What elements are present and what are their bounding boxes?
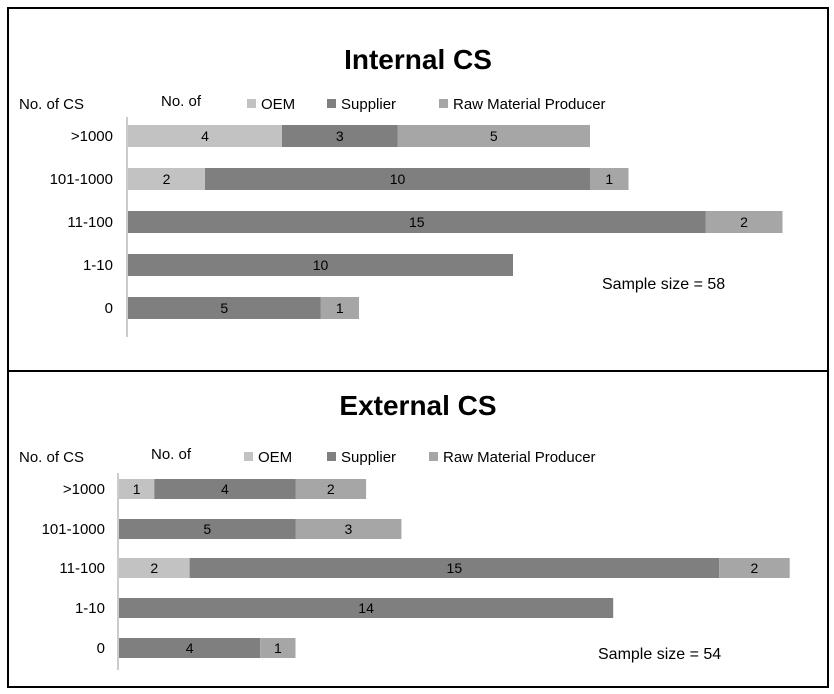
bar-raw-material-producer bbox=[590, 168, 629, 190]
legend-label-1: Supplier bbox=[341, 96, 396, 113]
legend-swatch-2 bbox=[439, 99, 448, 108]
bar-raw-material-producer bbox=[705, 211, 783, 233]
legend-swatch-0 bbox=[247, 99, 256, 108]
bar-supplier bbox=[128, 254, 513, 276]
bar-raw-material-producer bbox=[397, 125, 590, 147]
bar-supplier bbox=[189, 558, 720, 578]
bar-data-label: 15 bbox=[409, 214, 425, 230]
bar-supplier bbox=[128, 211, 706, 233]
category-tick-label: >1000 bbox=[71, 128, 113, 145]
category-tick-label: 101-1000 bbox=[50, 171, 113, 188]
bar-raw-material-producer bbox=[320, 297, 359, 319]
bar-raw-material-producer bbox=[295, 519, 402, 539]
legend-swatch-0 bbox=[244, 452, 253, 461]
category-tick-label: >1000 bbox=[63, 481, 105, 498]
legend-title: No. of bbox=[151, 446, 192, 463]
bar-data-label: 1 bbox=[336, 300, 344, 316]
category-tick-label: 11-100 bbox=[59, 560, 105, 577]
legend-swatch-1 bbox=[327, 452, 336, 461]
bar-supplier bbox=[119, 598, 614, 618]
bar-supplier bbox=[128, 297, 321, 319]
legend-title: No. of bbox=[161, 93, 202, 110]
bar-oem bbox=[128, 168, 205, 190]
bar-data-label: 3 bbox=[345, 521, 353, 537]
bar-oem bbox=[128, 125, 282, 147]
bar-data-label: 1 bbox=[133, 481, 141, 497]
category-tick-label: 11-100 bbox=[67, 214, 113, 231]
bar-data-label: 1 bbox=[274, 640, 282, 656]
category-tick-label: 101-1000 bbox=[42, 521, 105, 538]
bar-supplier bbox=[282, 125, 398, 147]
category-tick-label: 1-10 bbox=[75, 600, 105, 617]
bar-data-label: 10 bbox=[390, 171, 406, 187]
sample-size-annotation: Sample size = 58 bbox=[602, 276, 725, 293]
figure-frame: Internal CS No. of CS No. of OEM Supplier Raw… bbox=[7, 7, 829, 688]
bar-data-label: 2 bbox=[163, 171, 171, 187]
bar-data-label: 2 bbox=[740, 214, 748, 230]
legend-label-2: Raw Material Producer bbox=[453, 96, 606, 113]
bar-supplier bbox=[119, 638, 261, 658]
bar-supplier bbox=[154, 479, 296, 499]
bar-raw-material-producer bbox=[719, 558, 790, 578]
bar-data-label: 4 bbox=[186, 640, 194, 656]
bar-oem bbox=[119, 558, 190, 578]
internal-cs-chart: Internal CS No. of CS No. of OEM Supplier Raw… bbox=[19, 44, 783, 337]
bar-supplier bbox=[205, 168, 590, 190]
bar-raw-material-producer bbox=[295, 479, 367, 499]
bar-oem bbox=[119, 479, 155, 499]
internal-cs-panel: Internal CS No. of CS No. of OEM Supplier Raw… bbox=[9, 9, 827, 372]
bar-data-label: 2 bbox=[150, 560, 158, 576]
y-axis-label: No. of CS bbox=[19, 449, 84, 466]
category-tick-label: 0 bbox=[97, 640, 105, 657]
y-axis-label: No. of CS bbox=[19, 96, 84, 113]
legend-label-1: Supplier bbox=[341, 449, 396, 466]
category-tick-label: 1-10 bbox=[83, 257, 113, 274]
bar-data-label: 2 bbox=[751, 560, 759, 576]
bar-data-label: 2 bbox=[327, 481, 335, 497]
bar-data-label: 3 bbox=[336, 128, 344, 144]
bar-data-label: 5 bbox=[490, 128, 498, 144]
bar-raw-material-producer bbox=[260, 638, 296, 658]
legend-swatch-2 bbox=[429, 452, 438, 461]
legend-label-2: Raw Material Producer bbox=[443, 449, 596, 466]
legend-swatch-1 bbox=[327, 99, 336, 108]
legend-label-0: OEM bbox=[261, 96, 295, 113]
bar-data-label: 5 bbox=[203, 521, 211, 537]
bar-data-label: 4 bbox=[221, 481, 229, 497]
bar-data-label: 1 bbox=[605, 171, 613, 187]
chart-title: Internal CS bbox=[344, 44, 492, 75]
bar-data-label: 4 bbox=[201, 128, 209, 144]
bar-data-label: 14 bbox=[358, 600, 374, 616]
external-cs-chart: External CS No. of CS No. of OEM Supplier Raw… bbox=[19, 390, 790, 670]
chart-title: External CS bbox=[339, 390, 496, 421]
legend-label-0: OEM bbox=[258, 449, 292, 466]
bar-supplier bbox=[119, 519, 296, 539]
bar-data-label: 10 bbox=[313, 257, 329, 273]
category-tick-label: 0 bbox=[105, 300, 113, 317]
bar-data-label: 5 bbox=[220, 300, 228, 316]
bar-data-label: 15 bbox=[447, 560, 463, 576]
external-cs-panel: External CS No. of CS No. of OEM Supplier Raw… bbox=[9, 370, 827, 686]
sample-size-annotation: Sample size = 54 bbox=[598, 646, 721, 663]
